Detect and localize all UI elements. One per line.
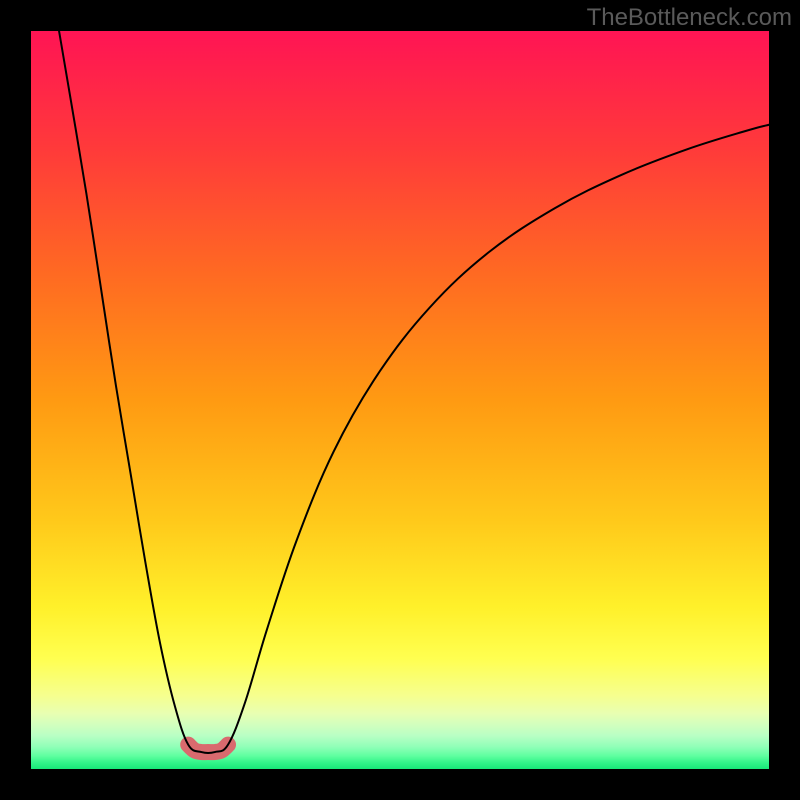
chart-frame: TheBottleneck.com	[0, 0, 800, 800]
watermark-text: TheBottleneck.com	[587, 4, 792, 32]
bottleneck-curve	[31, 31, 769, 769]
bottleneck-curve-path	[59, 31, 769, 753]
plot-background	[31, 31, 769, 769]
